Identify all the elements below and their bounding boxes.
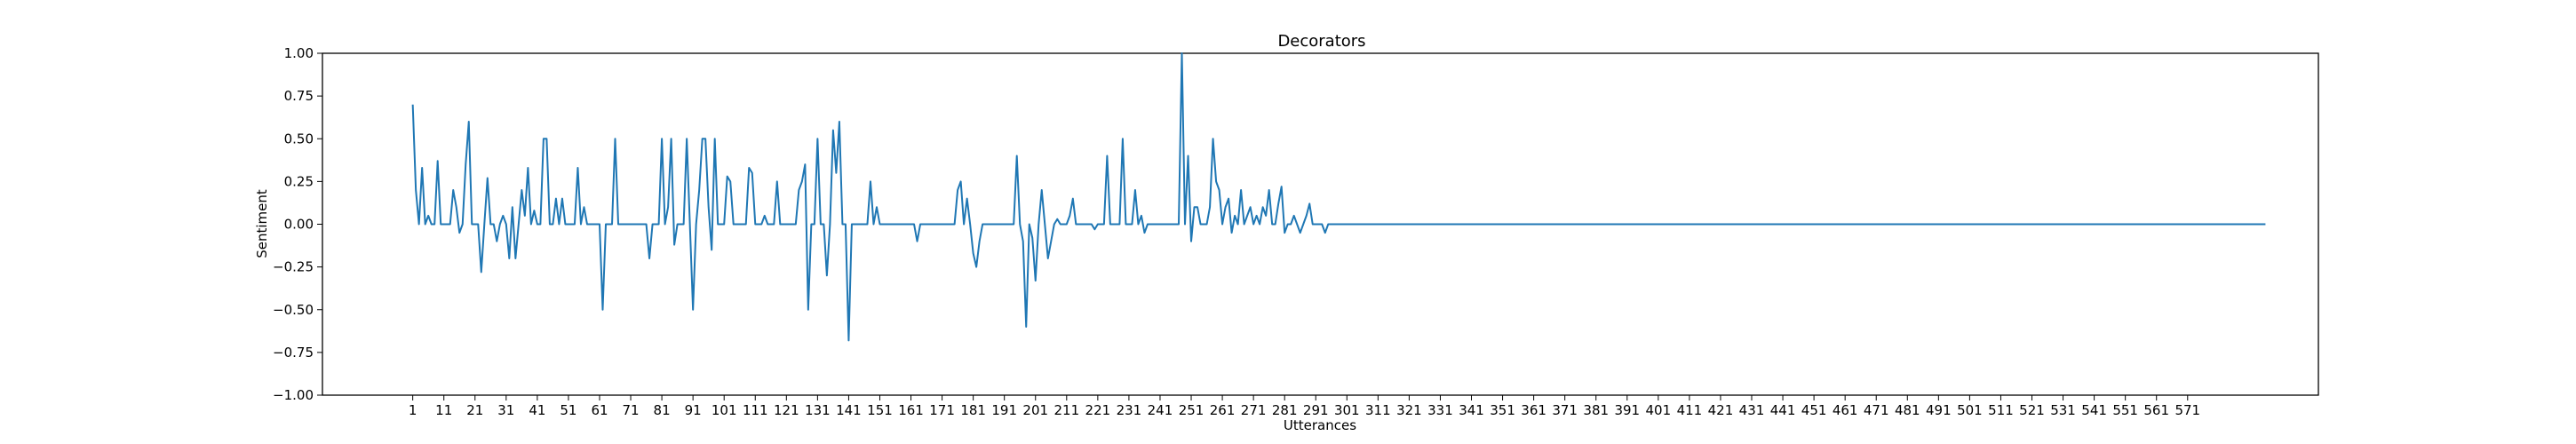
x-tick-label: 201 bbox=[1022, 402, 1048, 418]
x-tick-label: 331 bbox=[1427, 402, 1453, 418]
x-tick-label: 461 bbox=[1833, 402, 1858, 418]
x-tick-label: 301 bbox=[1334, 402, 1360, 418]
y-tick-label: 0.50 bbox=[284, 131, 314, 147]
x-tick-label: 131 bbox=[805, 402, 831, 418]
x-tick-label: 551 bbox=[2112, 402, 2138, 418]
y-tick-label: 1.00 bbox=[284, 45, 314, 61]
x-tick-label: 381 bbox=[1583, 402, 1609, 418]
x-tick-label: 411 bbox=[1677, 402, 1703, 418]
x-axis: 1 11 21 31 41 51 61 71 81 91 101 111 121 131 141 151 161… bbox=[409, 395, 2200, 418]
x-tick-label: 161 bbox=[898, 402, 924, 418]
x-tick-label: 101 bbox=[712, 402, 737, 418]
x-tick-label: 121 bbox=[774, 402, 799, 418]
series-line bbox=[411, 52, 2266, 342]
x-tick-label: 391 bbox=[1614, 402, 1640, 418]
x-tick-label: 51 bbox=[560, 402, 576, 418]
x-tick-label: 151 bbox=[867, 402, 893, 418]
x-tick-label: 431 bbox=[1739, 402, 1765, 418]
x-tick-label: 71 bbox=[622, 402, 639, 418]
x-tick-label: 521 bbox=[2019, 402, 2045, 418]
x-tick-label: 571 bbox=[2174, 402, 2200, 418]
x-tick-label: 501 bbox=[1957, 402, 1983, 418]
x-tick-label: 141 bbox=[836, 402, 862, 418]
x-tick-label: 1 bbox=[409, 402, 417, 418]
x-tick-label: 421 bbox=[1708, 402, 1734, 418]
y-tick-label: 0.00 bbox=[284, 217, 314, 233]
x-tick-label: 221 bbox=[1085, 402, 1111, 418]
x-tick-label: 471 bbox=[1864, 402, 1889, 418]
x-axis-title: Utterances bbox=[1284, 417, 1356, 433]
x-tick-label: 541 bbox=[2081, 402, 2107, 418]
x-tick-label: 61 bbox=[591, 402, 608, 418]
x-tick-label: 311 bbox=[1365, 402, 1391, 418]
chart-title: Decorators bbox=[1277, 32, 1365, 51]
x-tick-label: 561 bbox=[2143, 402, 2169, 418]
x-tick-label: 251 bbox=[1179, 402, 1205, 418]
x-tick-label: 181 bbox=[960, 402, 986, 418]
x-tick-label: 341 bbox=[1459, 402, 1484, 418]
x-tick-label: 531 bbox=[2050, 402, 2076, 418]
y-tick-label: −1.00 bbox=[273, 387, 314, 403]
x-tick-label: 111 bbox=[743, 402, 768, 418]
x-tick-label: 441 bbox=[1770, 402, 1796, 418]
x-tick-label: 481 bbox=[1895, 402, 1920, 418]
x-tick-label: 371 bbox=[1552, 402, 1578, 418]
y-tick-label: 0.25 bbox=[284, 173, 314, 189]
x-tick-label: 191 bbox=[991, 402, 1017, 418]
x-tick-label: 21 bbox=[466, 402, 483, 418]
x-tick-label: 291 bbox=[1303, 402, 1329, 418]
plot-area bbox=[322, 52, 2319, 396]
y-tick-label: 0.75 bbox=[284, 88, 314, 104]
x-tick-label: 231 bbox=[1117, 402, 1142, 418]
x-tick-label: 41 bbox=[529, 402, 545, 418]
x-tick-label: 31 bbox=[497, 402, 514, 418]
y-tick-label: −0.50 bbox=[273, 302, 314, 318]
x-tick-label: 271 bbox=[1241, 402, 1267, 418]
x-tick-label: 171 bbox=[929, 402, 955, 418]
y-axis-title: Sentiment bbox=[254, 189, 270, 258]
x-tick-label: 91 bbox=[685, 402, 702, 418]
x-tick-label: 491 bbox=[1926, 402, 1952, 418]
x-tick-label: 81 bbox=[654, 402, 671, 418]
x-tick-label: 211 bbox=[1053, 402, 1079, 418]
y-tick-label: −0.75 bbox=[273, 345, 314, 361]
x-tick-label: 261 bbox=[1210, 402, 1236, 418]
x-tick-label: 361 bbox=[1521, 402, 1546, 418]
x-tick-label: 241 bbox=[1148, 402, 1173, 418]
x-tick-label: 11 bbox=[435, 402, 452, 418]
y-axis: 1.00 0.75 0.50 0.25 0.00 −0.25 −0.50 −0.75 −1.00 bbox=[273, 45, 322, 403]
x-tick-label: 511 bbox=[1988, 402, 2014, 418]
x-tick-label: 351 bbox=[1490, 402, 1515, 418]
x-tick-label: 281 bbox=[1272, 402, 1298, 418]
y-tick-label: −0.25 bbox=[273, 259, 314, 275]
x-tick-label: 321 bbox=[1396, 402, 1422, 418]
x-tick-label: 401 bbox=[1646, 402, 1672, 418]
x-tick-label: 451 bbox=[1801, 402, 1827, 418]
